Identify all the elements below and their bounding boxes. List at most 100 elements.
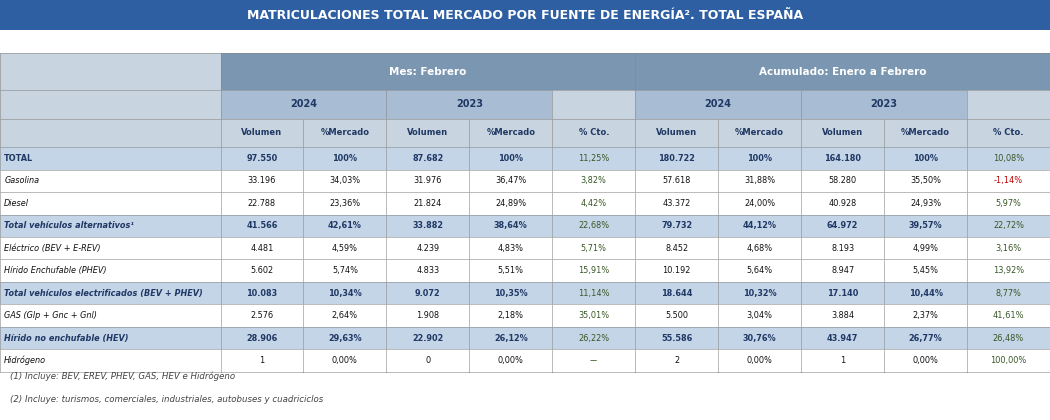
Text: Volumen: Volumen xyxy=(656,129,697,137)
Text: 97.550: 97.550 xyxy=(247,154,277,163)
Text: 23,36%: 23,36% xyxy=(330,199,360,208)
Text: 39,57%: 39,57% xyxy=(908,221,943,230)
Text: 100,00%: 100,00% xyxy=(990,356,1027,365)
Text: Hírido Enchufable (PHEV): Hírido Enchufable (PHEV) xyxy=(4,266,107,275)
Text: 64.972: 64.972 xyxy=(827,221,858,230)
Text: 1: 1 xyxy=(840,356,845,365)
Text: 2,18%: 2,18% xyxy=(498,311,524,320)
Text: GAS (Glp + Gnc + Gnl): GAS (Glp + Gnc + Gnl) xyxy=(4,311,97,320)
Text: 4.481: 4.481 xyxy=(250,244,274,253)
Text: 34,03%: 34,03% xyxy=(330,176,360,185)
Text: 9.072: 9.072 xyxy=(415,289,441,298)
Text: 26,22%: 26,22% xyxy=(579,333,609,343)
Text: 24,89%: 24,89% xyxy=(496,199,526,208)
Text: Total vehículos electrificados (BEV + PHEV): Total vehículos electrificados (BEV + PH… xyxy=(4,289,203,298)
Text: 18.644: 18.644 xyxy=(662,289,692,298)
Text: Mes: Febrero: Mes: Febrero xyxy=(390,67,466,76)
Text: 40.928: 40.928 xyxy=(828,199,857,208)
Text: 5.602: 5.602 xyxy=(250,266,274,275)
Text: 58.280: 58.280 xyxy=(828,176,857,185)
Text: -1,14%: -1,14% xyxy=(994,176,1023,185)
Text: 33.196: 33.196 xyxy=(248,176,276,185)
Text: 38,64%: 38,64% xyxy=(494,221,528,230)
Text: 43.947: 43.947 xyxy=(827,333,858,343)
Text: 5,71%: 5,71% xyxy=(581,244,607,253)
Text: Volumen: Volumen xyxy=(822,129,863,137)
Text: 13,92%: 13,92% xyxy=(993,266,1024,275)
Text: 35,50%: 35,50% xyxy=(910,176,941,185)
Text: 24,93%: 24,93% xyxy=(910,199,941,208)
Text: 4,59%: 4,59% xyxy=(332,244,358,253)
Text: 0,00%: 0,00% xyxy=(747,356,773,365)
Text: %Mercado: %Mercado xyxy=(320,129,370,137)
Text: 30,76%: 30,76% xyxy=(742,333,777,343)
Text: 2024: 2024 xyxy=(290,99,317,109)
Text: 10,35%: 10,35% xyxy=(494,289,528,298)
Text: 33.882: 33.882 xyxy=(413,221,443,230)
Text: 0,00%: 0,00% xyxy=(498,356,524,365)
Text: 0,00%: 0,00% xyxy=(912,356,939,365)
Text: %Mercado: %Mercado xyxy=(735,129,784,137)
Text: Eléctrico (BEV + E-REV): Eléctrico (BEV + E-REV) xyxy=(4,244,101,253)
Text: 10.083: 10.083 xyxy=(247,289,277,298)
Text: 87.682: 87.682 xyxy=(413,154,443,163)
Text: 44,12%: 44,12% xyxy=(742,221,777,230)
Text: 22.902: 22.902 xyxy=(413,333,443,343)
Text: 4,99%: 4,99% xyxy=(912,244,939,253)
Text: MATRICULACIONES TOTAL MERCADO POR FUENTE DE ENERGÍA². TOTAL ESPAÑA: MATRICULACIONES TOTAL MERCADO POR FUENTE… xyxy=(247,9,803,21)
Text: 17.140: 17.140 xyxy=(827,289,858,298)
Text: 4,42%: 4,42% xyxy=(581,199,607,208)
Text: 5,51%: 5,51% xyxy=(498,266,524,275)
Text: 31.976: 31.976 xyxy=(414,176,442,185)
Text: 3.884: 3.884 xyxy=(831,311,855,320)
Text: 8.947: 8.947 xyxy=(831,266,855,275)
Text: 15,91%: 15,91% xyxy=(579,266,609,275)
Text: 100%: 100% xyxy=(914,154,938,163)
Text: 0,00%: 0,00% xyxy=(332,356,358,365)
Text: 2,64%: 2,64% xyxy=(332,311,358,320)
Text: 43.372: 43.372 xyxy=(663,199,691,208)
Text: 10,08%: 10,08% xyxy=(993,154,1024,163)
Text: 2.576: 2.576 xyxy=(250,311,274,320)
Text: ––: –– xyxy=(590,356,597,365)
Text: 1.908: 1.908 xyxy=(416,311,440,320)
Text: 26,48%: 26,48% xyxy=(993,333,1024,343)
Text: 164.180: 164.180 xyxy=(824,154,861,163)
Text: 10.192: 10.192 xyxy=(663,266,691,275)
Text: 22,72%: 22,72% xyxy=(993,221,1024,230)
Text: TOTAL: TOTAL xyxy=(4,154,34,163)
Text: 4,68%: 4,68% xyxy=(747,244,773,253)
Text: 36,47%: 36,47% xyxy=(496,176,526,185)
Text: 21.824: 21.824 xyxy=(414,199,442,208)
Text: Total vehículos alternativos¹: Total vehículos alternativos¹ xyxy=(4,221,134,230)
Text: 8.193: 8.193 xyxy=(831,244,855,253)
Text: 26,12%: 26,12% xyxy=(494,333,528,343)
Text: 5,45%: 5,45% xyxy=(912,266,939,275)
Text: 1: 1 xyxy=(259,356,265,365)
Text: 180.722: 180.722 xyxy=(658,154,695,163)
Text: %Mercado: %Mercado xyxy=(486,129,536,137)
Text: Gasolina: Gasolina xyxy=(4,176,39,185)
Text: Acumulado: Enero a Febrero: Acumulado: Enero a Febrero xyxy=(759,67,926,76)
Text: 41.566: 41.566 xyxy=(247,221,277,230)
Text: 2: 2 xyxy=(674,356,679,365)
Text: % Cto.: % Cto. xyxy=(579,129,609,137)
Text: 11,25%: 11,25% xyxy=(579,154,609,163)
Text: 79.732: 79.732 xyxy=(662,221,692,230)
Text: 2,37%: 2,37% xyxy=(912,311,939,320)
Text: 5.500: 5.500 xyxy=(666,311,688,320)
Text: 100%: 100% xyxy=(748,154,772,163)
Text: (2) Incluye: turismos, comerciales, industriales, autobuses y cuadriciclos: (2) Incluye: turismos, comerciales, indu… xyxy=(10,394,323,404)
Text: 55.586: 55.586 xyxy=(662,333,692,343)
Text: 11,14%: 11,14% xyxy=(578,289,609,298)
Text: Volumen: Volumen xyxy=(407,129,448,137)
Text: Volumen: Volumen xyxy=(242,129,282,137)
Text: 24,00%: 24,00% xyxy=(744,199,775,208)
Text: 2024: 2024 xyxy=(705,99,732,109)
Text: 5,74%: 5,74% xyxy=(332,266,358,275)
Text: 3,82%: 3,82% xyxy=(581,176,607,185)
Text: 35,01%: 35,01% xyxy=(579,311,609,320)
Text: 3,04%: 3,04% xyxy=(747,311,773,320)
Text: 57.618: 57.618 xyxy=(663,176,691,185)
Text: 4,83%: 4,83% xyxy=(498,244,524,253)
